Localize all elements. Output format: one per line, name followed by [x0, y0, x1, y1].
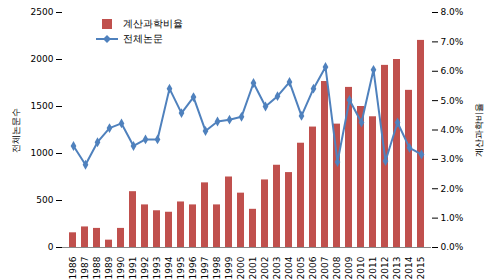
svg-text:2006: 2006: [308, 256, 318, 279]
svg-text:6.0%: 6.0%: [441, 66, 464, 76]
svg-text:2000: 2000: [31, 54, 54, 64]
svg-text:1998: 1998: [212, 256, 222, 279]
svg-text:2015: 2015: [416, 257, 426, 279]
svg-text:1993: 1993: [152, 257, 162, 279]
html-text:계산과학비율: 계산과학비율: [123, 18, 183, 29]
svg-text:1994: 1994: [164, 256, 174, 279]
svg-text:0: 0: [48, 242, 54, 252]
svg-text:전체논문수: 전체논문수: [11, 108, 21, 153]
svg-text:2001: 2001: [248, 257, 258, 279]
svg-text:1991: 1991: [128, 257, 138, 279]
html-text:전체논문: 전체논문: [123, 33, 163, 44]
svg-text:2012: 2012: [380, 257, 390, 279]
svg-text:1990: 1990: [116, 256, 126, 279]
svg-text:1986: 1986: [68, 256, 78, 279]
svg-text:2013: 2013: [392, 257, 402, 279]
svg-text:2.0%: 2.0%: [441, 184, 464, 194]
svg-text:2014: 2014: [404, 256, 414, 279]
svg-text:2011: 2011: [368, 257, 378, 279]
svg-text:계산과학비율: 계산과학비율: [474, 103, 484, 157]
svg-text:2007: 2007: [320, 257, 330, 279]
svg-text:1999: 1999: [224, 256, 234, 279]
svg-text:500: 500: [36, 195, 53, 205]
svg-text:1000: 1000: [31, 148, 54, 158]
svg-text:2005: 2005: [296, 257, 306, 279]
svg-text:1995: 1995: [176, 257, 186, 279]
svg-text:8.0%: 8.0%: [441, 7, 464, 17]
svg-text:2000: 2000: [236, 256, 246, 279]
svg-text:1989: 1989: [104, 256, 114, 279]
svg-text:7.0%: 7.0%: [441, 37, 464, 47]
svg-text:1992: 1992: [140, 257, 150, 279]
svg-text:0.0%: 0.0%: [441, 242, 464, 252]
svg-text:2010: 2010: [356, 256, 366, 279]
svg-text:1987: 1987: [80, 257, 90, 279]
svg-text:4.0%: 4.0%: [441, 125, 464, 135]
svg-text:1988: 1988: [92, 256, 102, 279]
svg-text:1996: 1996: [188, 256, 198, 279]
svg-text:2004: 2004: [284, 256, 294, 279]
svg-text:2002: 2002: [260, 257, 270, 279]
svg-text:2008: 2008: [332, 256, 342, 279]
svg-text:2009: 2009: [344, 256, 354, 279]
svg-text:1500: 1500: [31, 101, 54, 111]
svg-text:2500: 2500: [31, 7, 54, 17]
svg-text:5.0%: 5.0%: [441, 96, 464, 106]
svg-text:3.0%: 3.0%: [441, 154, 464, 164]
svg-text:1997: 1997: [200, 257, 210, 279]
svg-text:2003: 2003: [272, 257, 282, 279]
svg-text:1.0%: 1.0%: [441, 213, 464, 223]
